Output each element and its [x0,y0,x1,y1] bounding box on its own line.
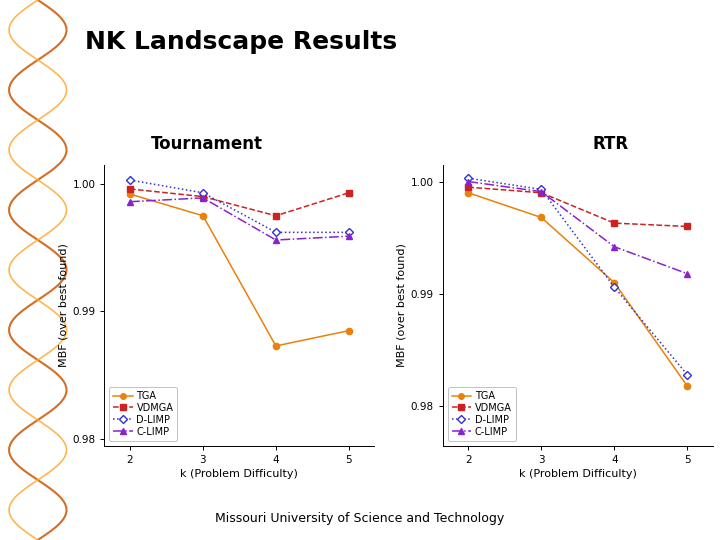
Text: Tournament: Tournament [151,135,263,153]
Text: Missouri University of Science and Technology: Missouri University of Science and Techn… [215,512,505,525]
Y-axis label: MBF (over best found): MBF (over best found) [397,243,407,367]
Legend: TGA, VDMGA, D-LIMP, C-LIMP: TGA, VDMGA, D-LIMP, C-LIMP [448,387,516,441]
Legend: TGA, VDMGA, D-LIMP, C-LIMP: TGA, VDMGA, D-LIMP, C-LIMP [109,387,177,441]
X-axis label: k (Problem Difficulty): k (Problem Difficulty) [181,469,298,478]
Y-axis label: MBF (over best found): MBF (over best found) [58,243,68,367]
Text: RTR: RTR [592,135,629,153]
Text: NK Landscape Results: NK Landscape Results [86,30,397,54]
X-axis label: k (Problem Difficulty): k (Problem Difficulty) [519,469,636,478]
